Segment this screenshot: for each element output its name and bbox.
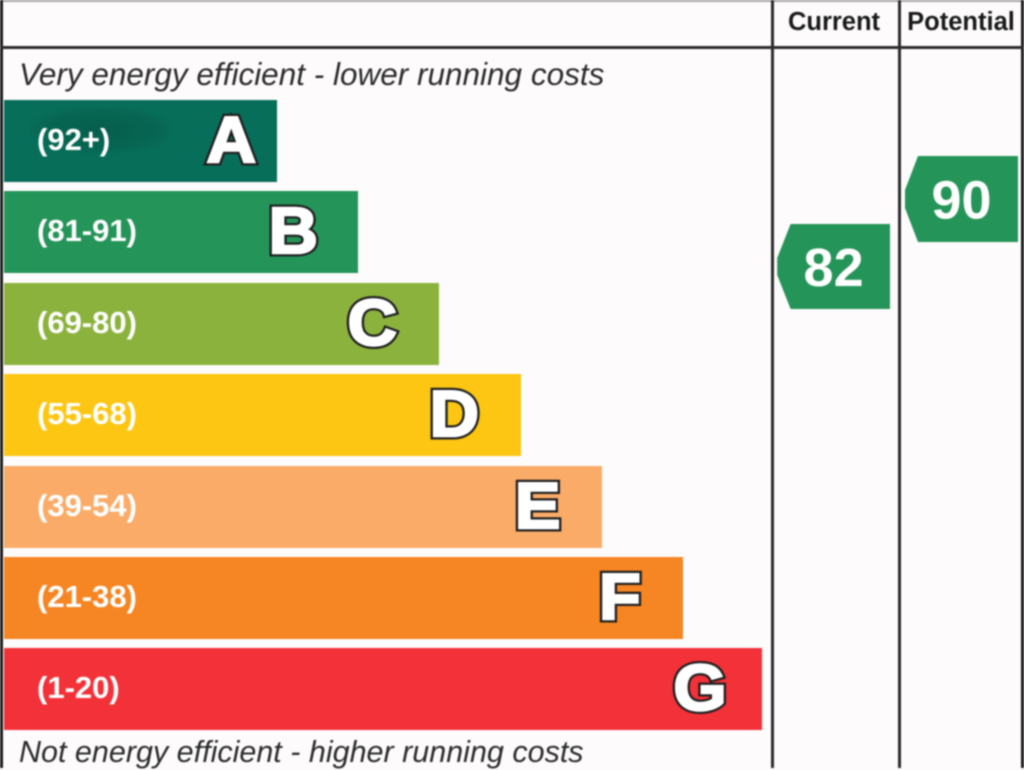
svg-text:90: 90 bbox=[931, 171, 991, 231]
svg-text:82: 82 bbox=[804, 238, 864, 298]
